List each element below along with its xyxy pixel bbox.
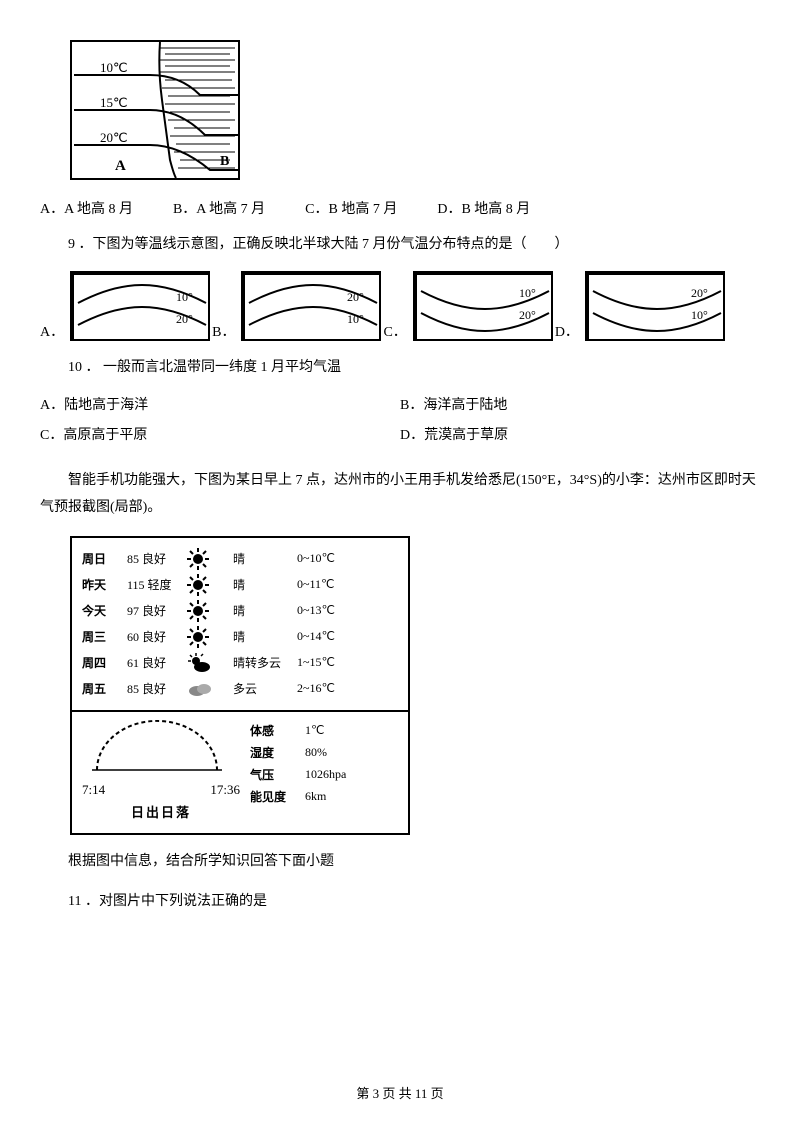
weather-row-3: 周三 60 良好 晴 0~14℃ [82,624,398,650]
weather-row-1: 昨天 115 轻度 晴 0~11℃ [82,572,398,598]
q9-a-svg: 10° 20° [70,271,210,341]
q9-c-svg: 10° 20° [413,271,553,341]
weather-rows: 周日 85 良好 晴 0~10℃ 昨天 115 轻度 晴 0~11℃ 今天 97… [72,538,408,712]
weather-bottom: 7:14 17:36 日出日落 体感1℃ 湿度80% 气压1026hpa 能见度… [72,712,408,833]
after-weather-text: 根据图中信息，结合所学知识回答下面小题 [40,849,760,876]
q8-opt-d: D．B 地高 8 月 [437,198,530,218]
cloud-icon [187,679,227,699]
q10-text: 10 ． 一般而言北温带同一纬度 1 月平均气温 [40,355,760,380]
label-b: B [220,154,229,169]
sun-cloud-icon [187,652,227,674]
sun-arc-box: 7:14 17:36 日出日落 [82,720,240,821]
sun-label: 日出日落 [82,802,240,821]
q8-opt-a: A．A 地高 8 月 [40,198,133,218]
label-a: A [115,158,126,174]
q8-opt-c: C．B 地高 7 月 [305,198,397,218]
q10-opt-d: D．荒漠高于草原 [400,424,760,444]
q9-d-label: D． [555,321,579,341]
iso-10c: 10℃ [100,60,128,75]
q9-a-label: A． [40,321,64,341]
sun-icon [187,548,227,570]
q8-opt-b: B．A 地高 7 月 [173,198,265,218]
weather-row-2: 今天 97 良好 晴 0~13℃ [82,598,398,624]
svg-text:20°: 20° [347,290,364,304]
iso-20c: 20℃ [100,130,128,145]
q10-opt-c: C．高原高于平原 [40,424,400,444]
weather-row-5: 周五 85 良好 多云 2~16℃ [82,676,398,702]
iso-15c: 15℃ [100,95,128,110]
q8-options: A．A 地高 8 月 B．A 地高 7 月 C．B 地高 7 月 D．B 地高 … [40,198,760,218]
svg-text:10°: 10° [519,286,536,300]
q11-text: 11 ．对图片中下列说法正确的是 [40,889,760,914]
top-isotherm-diagram: 10℃ 15℃ 20℃ A B [70,40,760,180]
svg-text:20°: 20° [691,286,708,300]
weather-row-4: 周四 61 良好 晴转多云 1~15℃ [82,650,398,676]
q9-b-label: B． [212,321,235,341]
svg-text:20°: 20° [519,308,536,322]
weather-forecast: 周日 85 良好 晴 0~10℃ 昨天 115 轻度 晴 0~11℃ 今天 97… [70,536,410,835]
svg-text:10°: 10° [176,290,193,304]
q9-text: 9 ．下图为等温线示意图，正确反映北半球大陆 7 月份气温分布特点的是（ ） [40,232,760,257]
sunset-time: 17:36 [210,782,240,798]
page-footer: 第 3 页 共 11 页 [0,1083,800,1102]
q9-c-label: C． [383,321,406,341]
q9-choices: A． 10° 20° B． 20° 10° C． 10° 20° D． 20° … [40,271,760,341]
q10-opt-b: B．海洋高于陆地 [400,394,760,414]
sun-icon [187,574,227,596]
q10-opt-a: A．陆地高于海洋 [40,394,400,414]
q9-b-svg: 20° 10° [241,271,381,341]
q10-options: A．陆地高于海洋 B．海洋高于陆地 C．高原高于平原 D．荒漠高于草原 [40,394,760,454]
context-para: 智能手机功能强大，下图为某日早上 7 点，达州市的小王用手机发给悉尼(150°E… [40,468,760,521]
sunrise-time: 7:14 [82,782,105,798]
q9-d-svg: 20° 10° [585,271,725,341]
svg-text:10°: 10° [347,312,364,326]
isotherm-svg: 10℃ 15℃ 20℃ A B [70,40,240,180]
svg-text:10°: 10° [691,308,708,322]
svg-text:20°: 20° [176,312,193,326]
weather-row-0: 周日 85 良好 晴 0~10℃ [82,546,398,572]
sun-icon [187,600,227,622]
weather-stats: 体感1℃ 湿度80% 气压1026hpa 能见度6km [240,720,398,821]
sun-icon [187,626,227,648]
